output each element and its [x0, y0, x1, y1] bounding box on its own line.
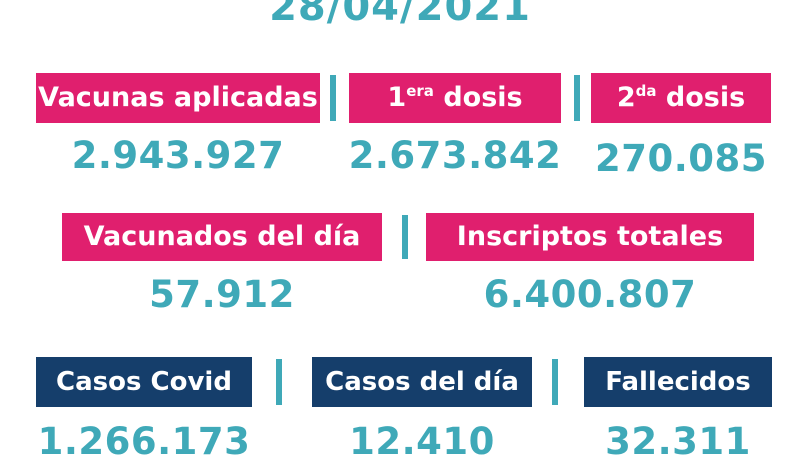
label-inscriptos-totales: Inscriptos totales [426, 213, 754, 261]
divider-3 [402, 215, 408, 259]
value-vacunados-del-dia: 57.912 [149, 273, 295, 316]
label-casos-del-dia: Casos del día [312, 357, 532, 407]
label-primera-dosis: 1era dosis [349, 73, 561, 123]
value-vacunas-aplicadas: 2.943.927 [71, 134, 285, 177]
divider-2 [574, 75, 580, 121]
segunda-dosis-num: 2 [616, 82, 636, 113]
label-vacunados-del-dia: Vacunados del día [62, 213, 382, 261]
value-segunda-dosis: 270.085 [594, 137, 768, 180]
divider-1 [330, 75, 336, 121]
primera-dosis-sup: era [406, 82, 434, 100]
value-casos-covid: 1.266.173 [37, 420, 251, 463]
segunda-dosis-rest: dosis [665, 82, 746, 113]
value-casos-del-dia: 12.410 [349, 420, 495, 463]
divider-4 [276, 359, 282, 405]
primera-dosis-rest: dosis [443, 82, 523, 113]
label-vacunas-aplicadas: Vacunas aplicadas [36, 73, 320, 123]
primera-dosis-num: 1 [387, 82, 407, 113]
label-fallecidos: Fallecidos [584, 357, 772, 407]
divider-5 [552, 359, 558, 405]
value-inscriptos-totales: 6.400.807 [483, 273, 697, 316]
segunda-dosis-sup: da [635, 82, 657, 100]
value-primera-dosis: 2.673.842 [348, 134, 562, 177]
label-casos-covid: Casos Covid [36, 357, 252, 407]
label-segunda-dosis: 2da dosis [591, 73, 771, 123]
date-heading: 28/04/2021 [269, 0, 531, 30]
value-fallecidos: 32.311 [605, 420, 751, 463]
